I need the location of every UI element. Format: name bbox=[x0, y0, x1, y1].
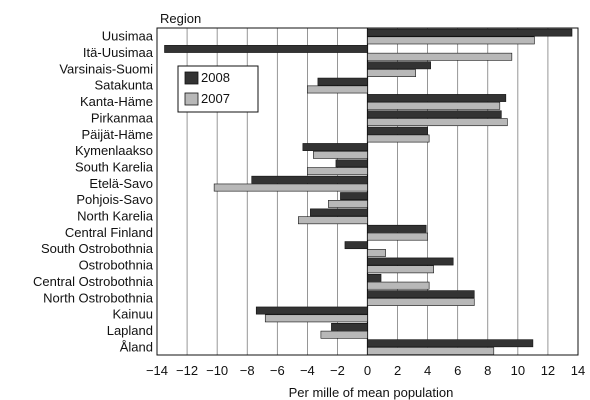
x-tick-label: 10 bbox=[511, 363, 525, 378]
bar-2007 bbox=[367, 347, 495, 355]
bar-2007 bbox=[367, 36, 535, 45]
legend-label-2007: 2007 bbox=[201, 91, 230, 106]
x-tick-labels: −14 −12 −10 −8 −6 −4 −2 0 2 4 6 8 10 12 14 bbox=[146, 363, 585, 378]
category-label: Ostrobothnia bbox=[79, 258, 154, 273]
bar-2008 bbox=[367, 126, 428, 135]
category-label: Päijät-Häme bbox=[81, 127, 153, 142]
x-tick-label: −12 bbox=[176, 363, 198, 378]
category-label: Etelä-Savo bbox=[89, 176, 153, 191]
category-label: South Ostrobothnia bbox=[41, 241, 154, 256]
bar-2008 bbox=[367, 110, 502, 119]
bar-2008 bbox=[317, 77, 368, 86]
bar-2008 bbox=[367, 224, 427, 233]
x-tick-label: 4 bbox=[424, 363, 431, 378]
bar-2007 bbox=[213, 183, 368, 192]
bar-2008 bbox=[164, 45, 368, 53]
category-label: Satakunta bbox=[94, 78, 153, 93]
category-label: Kainuu bbox=[113, 307, 153, 322]
bar-2007 bbox=[320, 330, 368, 339]
category-label: Central Finland bbox=[65, 225, 153, 240]
category-label: South Karelia bbox=[75, 159, 154, 174]
bar-2008 bbox=[255, 306, 368, 315]
bar-2008 bbox=[367, 290, 475, 299]
bar-2008 bbox=[367, 273, 382, 282]
x-tick-label: −2 bbox=[330, 363, 345, 378]
bar-2007 bbox=[367, 265, 434, 274]
category-label: Pirkanmaa bbox=[91, 110, 154, 125]
category-label: Uusimaa bbox=[102, 29, 154, 44]
bar-2007 bbox=[367, 281, 430, 290]
bar-2007 bbox=[313, 150, 368, 159]
legend-label-2008: 2008 bbox=[201, 70, 230, 85]
bar-2007 bbox=[367, 298, 475, 306]
bar-2007 bbox=[307, 167, 368, 176]
bar-2007 bbox=[367, 249, 386, 257]
bar-2007 bbox=[367, 232, 428, 241]
category-label: Itä-Uusimaa bbox=[83, 45, 154, 60]
bar-2007 bbox=[367, 52, 513, 61]
bar-2008 bbox=[310, 208, 368, 217]
bar-2007 bbox=[328, 200, 368, 208]
bar-2007 bbox=[367, 101, 501, 110]
legend-swatch-2008 bbox=[184, 71, 199, 85]
category-label: North Karelia bbox=[77, 209, 154, 224]
bar-2007 bbox=[298, 216, 368, 225]
bar-2008 bbox=[331, 322, 368, 331]
bar-2008 bbox=[335, 159, 368, 168]
category-label: Kymenlaakso bbox=[75, 143, 153, 158]
x-tick-label: 6 bbox=[454, 363, 461, 378]
bars-group bbox=[164, 28, 573, 355]
bar-2008 bbox=[302, 143, 368, 151]
category-label: Lapland bbox=[107, 323, 153, 338]
category-label: Central Ostrobothnia bbox=[33, 274, 154, 289]
x-tick-label: −4 bbox=[300, 363, 315, 378]
category-label: North Ostrobothnia bbox=[43, 290, 154, 305]
legend-swatch-2007 bbox=[184, 92, 199, 106]
x-tick-label: −14 bbox=[146, 363, 168, 378]
x-tick-label: 2 bbox=[394, 363, 401, 378]
category-label: Varsinais-Suomi bbox=[59, 61, 153, 76]
bar-2008 bbox=[367, 94, 507, 102]
category-label: Kanta-Häme bbox=[80, 94, 153, 109]
x-tick-label: 14 bbox=[571, 363, 585, 378]
bar-2008 bbox=[367, 61, 431, 70]
bar-2008 bbox=[344, 241, 368, 250]
x-tick-label: 8 bbox=[484, 363, 491, 378]
bar-2007 bbox=[367, 69, 416, 77]
x-tick-label: −8 bbox=[240, 363, 255, 378]
bar-2008 bbox=[367, 28, 573, 37]
x-tick-label: 0 bbox=[364, 363, 371, 378]
category-label: Pohjois-Savo bbox=[76, 192, 153, 207]
x-axis-title: Per mille of mean population bbox=[289, 385, 454, 400]
y-axis-title: Region bbox=[160, 11, 201, 26]
plot-frame bbox=[156, 27, 579, 356]
bar-2007 bbox=[264, 314, 368, 323]
category-label: Åland bbox=[120, 339, 153, 354]
legend: 2008 2007 bbox=[177, 65, 259, 113]
x-tick-label: −6 bbox=[270, 363, 285, 378]
bar-2008 bbox=[251, 175, 368, 184]
bar-2007 bbox=[367, 118, 508, 127]
bar-2008 bbox=[367, 257, 454, 266]
bar-2008 bbox=[367, 339, 534, 348]
bar-2007 bbox=[367, 134, 430, 143]
bar-2008 bbox=[340, 192, 368, 200]
bar-2007 bbox=[307, 85, 368, 94]
x-tick-label: −10 bbox=[206, 363, 228, 378]
x-tick-label: 12 bbox=[541, 363, 555, 378]
